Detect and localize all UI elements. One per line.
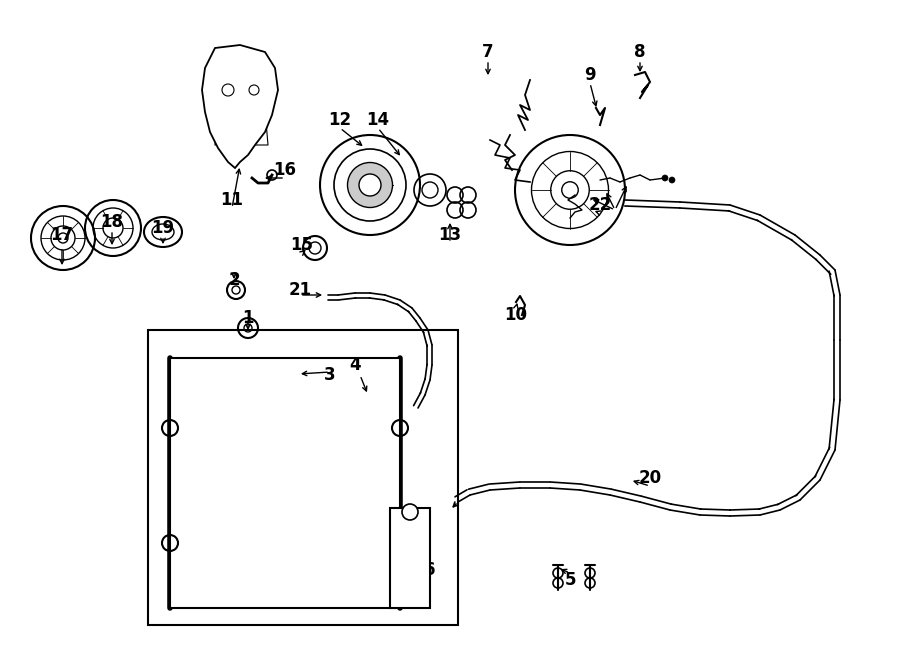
Text: 7: 7 [482, 43, 494, 61]
Text: 16: 16 [274, 161, 296, 179]
Text: 8: 8 [634, 43, 646, 61]
Polygon shape [202, 45, 278, 168]
Text: 1: 1 [242, 309, 254, 327]
Circle shape [347, 163, 392, 208]
Text: 6: 6 [424, 561, 436, 579]
Text: 4: 4 [349, 356, 361, 374]
Text: 12: 12 [328, 111, 352, 129]
Text: 13: 13 [438, 226, 462, 244]
Text: 10: 10 [505, 306, 527, 324]
Text: 9: 9 [584, 66, 596, 84]
Text: 15: 15 [291, 236, 313, 254]
Bar [170, 358, 400, 608]
Text: 11: 11 [220, 191, 244, 209]
Text: 3: 3 [324, 366, 336, 384]
Circle shape [402, 504, 418, 520]
Text: 5: 5 [564, 571, 576, 589]
Text: 14: 14 [366, 111, 390, 129]
Text: 17: 17 [50, 226, 74, 244]
Text: 21: 21 [288, 281, 311, 299]
Bar [148, 330, 458, 625]
Text: 19: 19 [151, 219, 175, 237]
Text: 2: 2 [229, 271, 239, 289]
Circle shape [662, 175, 668, 181]
Text: 18: 18 [101, 213, 123, 231]
Circle shape [669, 177, 675, 183]
Circle shape [359, 174, 381, 196]
Bar [390, 508, 430, 608]
Text: 22: 22 [589, 196, 612, 214]
Text: 20: 20 [638, 469, 662, 487]
